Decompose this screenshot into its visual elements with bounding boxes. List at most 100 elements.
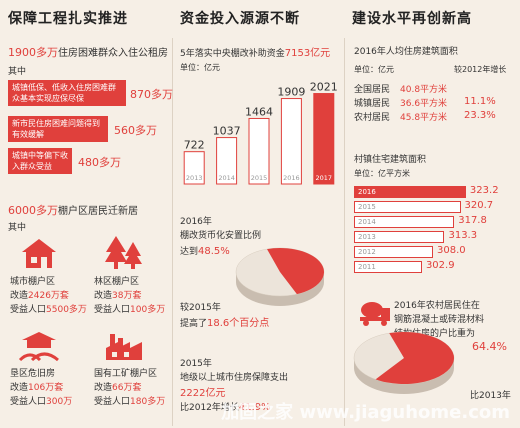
area-people-2: 受益人口100多万 [94,305,166,315]
row-growth-2: 11.1% [464,96,496,107]
shanty-line: 6000多万棚户区居民迁新居 [8,202,138,218]
village-bar-year: 2014 [358,218,376,226]
spend-growth: 比2012年增长41.9% [180,402,271,413]
col1-heading: 保障工程扎实推进 [8,11,128,27]
group-box-2: 新市民住房困难问题得到有效缓解 [8,116,108,142]
village-bar-value: 323.2 [469,185,499,196]
village-bar: 2015 [354,201,461,213]
area-people-1: 受益人口5500多万 [10,305,87,315]
funding-bar [248,117,270,185]
funding-value-label: 1909 [277,86,305,99]
area-table-growth-header: 较2012年增长 [454,65,507,74]
funding-category-label: 2016 [283,174,300,182]
pie2-value-slice [375,332,454,384]
area-people-4: 受益人口180多万 [94,397,166,407]
group-box-1: 城镇低保、低收入住房困难群众基本实现应保尽保 [8,80,126,106]
row-name-2: 城镇居民 [354,99,391,109]
group-value-3: 480多万 [78,156,121,169]
village-area-bar-chart: 2016 323.2 2015 320.7 2014 317.8 2013 313.3 2012… [344,185,520,276]
area-people-3: 受益人口300万 [10,397,73,407]
farmland-icon [18,332,59,362]
divider [172,38,173,426]
group-value-2: 560多万 [114,124,157,137]
area-name-1: 城市棚户区 [10,277,56,287]
funding-category-label: 2015 [251,174,268,182]
group-value-1: 870多万 [130,88,173,101]
cement-truck-icon [360,302,390,326]
funding-category-label: 2013 [186,174,203,182]
village-bar-row: 2016 323.2 [354,185,520,198]
factory-icon [106,334,142,360]
public-rental-text: 住房困难群众入住公租房 [58,48,168,59]
bar-title: 村镇住宅建筑面积 [354,155,427,165]
public-rental-line: 1900多万住房困难群众入住公租房 [8,44,168,60]
rural-text-2: 钢筋混凝土或砖混材料 [394,315,485,325]
house-icon [22,239,56,268]
row-name-3: 农村居民 [354,113,391,123]
village-bar-row: 2015 320.7 [354,200,520,213]
shanty-text: 棚户区居民迁新居 [58,206,138,217]
village-bar-value: 320.7 [464,200,494,211]
row-area-1: 40.8平方米 [400,85,448,95]
col2-heading: 资金投入源源不断 [180,11,300,27]
village-bar-row: 2011 302.9 [354,260,520,273]
rural-text-3: 结构住房的户比重为 [394,329,476,339]
pie1-value-slice [266,247,325,295]
funding-category-label: 2017 [316,174,333,182]
column-funding: 资金投入源源不断 5年落实中央棚改补助资金7153亿元 单位：亿元 722 201… [172,0,344,428]
funding-value-label: 722 [184,139,205,152]
tree-icon [105,236,142,269]
area-table-title: 2016年人均住房建筑面积 [354,47,458,57]
sub-label-2: 其中 [8,223,27,233]
spend-line1: 地级以上城市住房保障支出 [180,373,289,383]
spend-amount: 2222亿元 [180,388,226,399]
village-bar: 2016 [354,186,466,198]
row-name-1: 全国居民 [354,85,391,95]
area-rebuild-3: 改造106万套 [10,383,64,393]
village-bar-row: 2013 313.3 [354,230,520,243]
funding-bar [280,98,302,185]
area-name-4: 国有工矿棚户区 [94,369,158,379]
village-bar-year: 2013 [358,233,376,241]
pie1-note1: 较2015年 [180,303,221,313]
area-name-3: 垦区危旧房 [10,369,56,379]
funding-category-label: 2014 [218,174,235,182]
area-table-unit: 单位：亿元 [354,65,394,74]
row-area-2: 36.6平方米 [400,99,448,109]
row-growth-3: 23.3% [464,110,496,121]
village-bar: 2013 [354,231,445,243]
shanty-count: 6000多万 [8,204,58,217]
pie1-title: 棚改货币化安置比例 [180,231,262,241]
area-rebuild-4: 改造66万套 [94,383,142,393]
pie1-note2: 提高了18.6个百分点 [180,318,270,329]
funding-bar [216,137,238,185]
row-area-3: 45.8平方米 [400,113,448,123]
rural-value: 64.4% [472,340,507,353]
area-name-2: 林区棚户区 [94,277,140,287]
village-bar-year: 2016 [358,188,376,196]
column-construction: 建设水平再创新高 2016年人均住房建筑面积 单位：亿元 较2012年增长 全国… [344,0,520,428]
funding-value-label: 1464 [245,105,273,118]
village-bar-value: 313.3 [448,230,478,241]
area-rebuild-2: 改造38万套 [94,291,142,301]
funding-value-label: 2021 [310,81,338,94]
funding-unit: 单位：亿元 [180,63,220,72]
village-bar: 2012 [354,246,433,258]
funding-bar [313,93,335,185]
bar-unit: 单位：亿平方米 [354,169,410,178]
watermark: 加固之家 www.jiaguhome.com [221,402,510,423]
pie-chart-rural [353,331,455,394]
rural-note: 比2013年 [470,391,511,401]
public-rental-count: 1900多万 [8,46,58,59]
rural-text-1: 2016年农村居民住在 [394,301,480,311]
village-bar-row: 2012 308.0 [354,245,520,258]
funding-bar-chart: 722 2013 1037 2014 1464 2015 1909 2016 2021 2017 [184,81,338,185]
funding-value-label: 1037 [213,125,241,138]
village-bar: 2011 [354,261,422,273]
village-bar-value: 302.9 [425,260,455,271]
funding-subtitle: 5年落实中央棚改补助资金7153亿元 [180,48,331,59]
village-bar-year: 2012 [358,248,376,256]
sub-label: 其中 [8,67,27,77]
pie1-reach: 达到48.5% [180,246,230,257]
village-bar-value: 317.8 [458,215,487,226]
